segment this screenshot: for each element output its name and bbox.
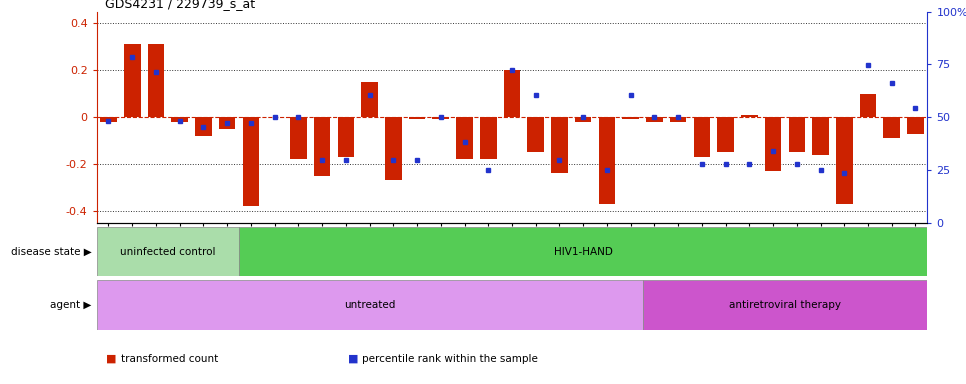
- Text: uninfected control: uninfected control: [120, 247, 215, 257]
- Bar: [97, 280, 642, 330]
- Bar: [239, 227, 927, 276]
- Bar: [97, 227, 239, 276]
- Text: ■: ■: [348, 354, 358, 364]
- Text: percentile rank within the sample: percentile rank within the sample: [362, 354, 538, 364]
- Text: GDS4231 / 229739_s_at: GDS4231 / 229739_s_at: [105, 0, 255, 10]
- Bar: [575, 117, 591, 122]
- Bar: [219, 117, 236, 129]
- Bar: [361, 82, 378, 117]
- Bar: [456, 117, 472, 159]
- Bar: [195, 117, 212, 136]
- Bar: [812, 117, 829, 155]
- Bar: [503, 70, 521, 117]
- Bar: [290, 117, 306, 159]
- Bar: [385, 117, 402, 180]
- Bar: [124, 45, 140, 117]
- Text: HIV1-HAND: HIV1-HAND: [554, 247, 612, 257]
- Bar: [860, 94, 876, 117]
- Bar: [480, 117, 497, 159]
- Bar: [171, 117, 188, 122]
- Bar: [669, 117, 687, 122]
- Bar: [741, 115, 757, 117]
- Text: agent ▶: agent ▶: [50, 300, 92, 310]
- Bar: [242, 117, 259, 206]
- Bar: [765, 117, 781, 171]
- Text: untreated: untreated: [344, 300, 395, 310]
- Text: disease state ▶: disease state ▶: [11, 247, 92, 257]
- Bar: [642, 280, 927, 330]
- Bar: [599, 117, 615, 204]
- Bar: [907, 117, 923, 134]
- Bar: [884, 117, 900, 138]
- Bar: [622, 117, 639, 119]
- Bar: [646, 117, 663, 122]
- Bar: [337, 117, 355, 157]
- Bar: [527, 117, 544, 152]
- Bar: [314, 117, 330, 176]
- Bar: [409, 117, 425, 119]
- Bar: [836, 117, 853, 204]
- Text: antiretroviral therapy: antiretroviral therapy: [729, 300, 841, 310]
- Text: ■: ■: [106, 354, 117, 364]
- Bar: [718, 117, 734, 152]
- Bar: [148, 45, 164, 117]
- Bar: [100, 117, 117, 122]
- Bar: [433, 117, 449, 119]
- Bar: [788, 117, 805, 152]
- Bar: [552, 117, 568, 174]
- Bar: [694, 117, 710, 157]
- Text: transformed count: transformed count: [121, 354, 218, 364]
